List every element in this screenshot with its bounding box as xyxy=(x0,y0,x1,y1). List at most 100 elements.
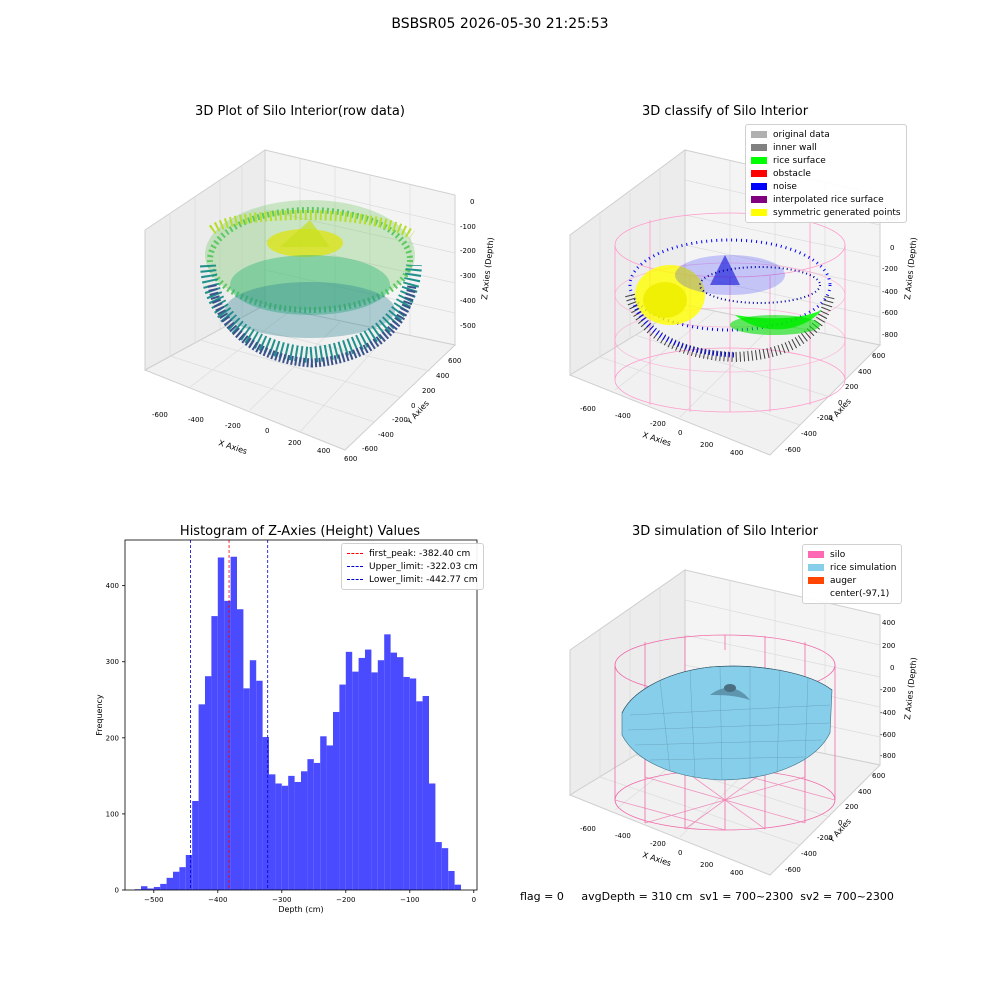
x-tick-label: −200 xyxy=(336,896,355,904)
histogram-bar xyxy=(390,652,397,890)
classify-x-label: X Axies xyxy=(641,430,672,448)
legend-label: noise xyxy=(773,181,797,192)
legend-swatch xyxy=(808,551,824,558)
legend-item-center: center(-97,1) xyxy=(808,587,896,600)
histogram-bar xyxy=(301,771,308,890)
simulation-ytick: -400 xyxy=(801,850,817,858)
classify-point-cloud xyxy=(625,238,835,363)
simulation-xtick: 400 xyxy=(730,869,743,877)
raw-ztick: -400 xyxy=(460,297,476,305)
legend-label: original data xyxy=(773,129,830,140)
legend-label: Upper_limit: -322.03 cm xyxy=(369,561,478,572)
histogram-bar xyxy=(160,883,167,890)
sv1-range: sv1 = 700~2300 xyxy=(699,890,794,903)
classify-z-ticks: 200 0 -200 -400 -600 -800 xyxy=(882,214,898,339)
legend-item-original-data: original data xyxy=(751,128,901,141)
simulation-ztick: 0 xyxy=(890,664,894,672)
x-tick-label: −100 xyxy=(400,896,419,904)
simulation-plot-title: 3D simulation of Silo Interior xyxy=(632,524,818,539)
simulation-ztick: 200 xyxy=(882,642,895,650)
histogram-frame xyxy=(124,539,478,891)
classify-ztick: -200 xyxy=(882,265,898,273)
simulation-xtick: -200 xyxy=(650,840,666,848)
y-tick-label: 400 xyxy=(106,582,119,590)
legend-item-auger: auger xyxy=(808,574,896,587)
histogram-bar xyxy=(153,886,161,890)
histogram-bar xyxy=(256,680,263,890)
sv2-range: sv2 = 700~2300 xyxy=(800,890,894,903)
classify-legend: original data inner wall rice surface ob… xyxy=(745,124,907,223)
histogram-bar xyxy=(192,800,199,890)
simulation-ztick: 400 xyxy=(882,619,895,627)
legend-label: symmetric generated points xyxy=(773,207,901,218)
histogram-bar xyxy=(205,676,212,890)
simulation-ytick: 600 xyxy=(872,772,885,780)
legend-label: rice simulation xyxy=(830,562,897,573)
raw-3d-plot: -600 -400 -200 0 200 400 600 X Axies 600… xyxy=(143,149,496,463)
raw-xtick: -600 xyxy=(152,411,168,419)
classify-ytick: 600 xyxy=(872,352,885,360)
raw-xtick: 600 xyxy=(344,455,357,463)
simulation-rice-surface xyxy=(621,665,833,781)
x-tick-label: −300 xyxy=(272,896,291,904)
histogram-bar xyxy=(281,785,289,890)
histogram-bar xyxy=(435,842,442,890)
simulation-ytick: -200 xyxy=(817,834,833,842)
simulation-z-label: Z Axies (Depth) xyxy=(903,657,919,720)
classify-ytick: 200 xyxy=(845,383,858,391)
histogram-chart: −500 −400 −300 −200 −100 0 0 100 200 300 400 Dept… xyxy=(95,539,478,914)
legend-label: Lower_limit: -442.77 cm xyxy=(369,574,478,585)
histogram-bar xyxy=(365,649,372,890)
classify-xtick: -200 xyxy=(650,420,666,428)
histogram-bar xyxy=(249,660,257,890)
classify-ytick: -200 xyxy=(817,414,833,422)
raw-x-ticks: -600 -400 -200 0 200 400 600 xyxy=(152,411,357,463)
histogram-bar xyxy=(333,711,340,890)
classify-3d-plot: -600 -400 -200 0 200 400 X Axies 600 400… xyxy=(568,149,919,457)
classify-xtick: 0 xyxy=(678,429,682,437)
classify-x-ticks: -600 -400 -200 0 200 400 xyxy=(580,405,743,457)
classify-floor-pane xyxy=(568,304,882,456)
histogram-bars xyxy=(134,556,461,890)
legend-item-noise: noise xyxy=(751,180,901,193)
simulation-ytick: 400 xyxy=(858,788,871,796)
legend-swatch xyxy=(751,209,767,216)
legend-swatch xyxy=(751,131,767,138)
histogram-bar xyxy=(448,870,455,890)
raw-plot-title: 3D Plot of Silo Interior(row data) xyxy=(195,104,405,119)
simulation-3d-plot: -600 -400 -200 0 200 400 X Axies 600 400… xyxy=(568,569,919,877)
raw-ytick: -400 xyxy=(378,431,394,439)
legend-swatch xyxy=(751,196,767,203)
classify-xtick: -600 xyxy=(580,405,596,413)
legend-label: first_peak: -382.40 cm xyxy=(369,548,471,559)
histogram-bar xyxy=(422,695,429,890)
simulation-legend: silo rice simulation auger center(-97,1) xyxy=(802,544,903,604)
simulation-xtick: -400 xyxy=(615,832,631,840)
classify-ytick: -400 xyxy=(801,430,817,438)
simulation-z-ticks: 400 200 0 -200 -400 -600 -800 xyxy=(880,619,896,760)
simulation-y-ticks: 600 400 200 0 -200 -400 -600 xyxy=(785,772,885,874)
simulation-ztick: -800 xyxy=(880,752,896,760)
y-tick-label: 100 xyxy=(106,810,119,818)
raw-ytick: 600 xyxy=(448,357,461,365)
histogram-bar xyxy=(313,762,321,890)
legend-item-inner-wall: inner wall xyxy=(751,141,901,154)
simulation-x-ticks: -600 -400 -200 0 200 400 xyxy=(580,825,743,877)
raw-ytick: 0 xyxy=(411,402,415,410)
histogram-bar xyxy=(294,781,301,890)
histogram-y-label: Frequency xyxy=(95,694,104,736)
legend-line-swatch xyxy=(347,579,363,580)
legend-item-interpolated: interpolated rice surface xyxy=(751,193,901,206)
classify-xtick: 400 xyxy=(730,449,743,457)
classify-y-ticks: 600 400 200 0 -200 -400 -600 xyxy=(785,352,885,454)
histogram-bar xyxy=(339,684,346,890)
simulation-ztick: -600 xyxy=(880,731,896,739)
histogram-bar xyxy=(288,775,295,890)
legend-label: inner wall xyxy=(773,142,817,153)
legend-swatch xyxy=(751,183,767,190)
histogram-bar xyxy=(173,871,180,890)
raw-xtick: 0 xyxy=(265,427,269,435)
simulation-ytick: 0 xyxy=(838,819,842,827)
avg-depth: avgDepth = 310 cm xyxy=(581,890,693,903)
classify-ztick: 0 xyxy=(890,244,894,252)
